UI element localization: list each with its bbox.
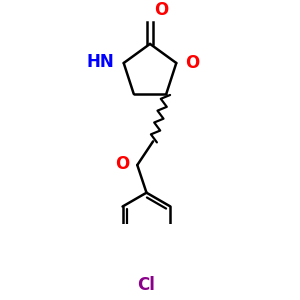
Text: HN: HN	[87, 53, 115, 71]
Text: Cl: Cl	[138, 276, 155, 294]
Text: O: O	[115, 155, 129, 173]
Text: O: O	[154, 1, 168, 19]
Text: O: O	[185, 54, 200, 72]
